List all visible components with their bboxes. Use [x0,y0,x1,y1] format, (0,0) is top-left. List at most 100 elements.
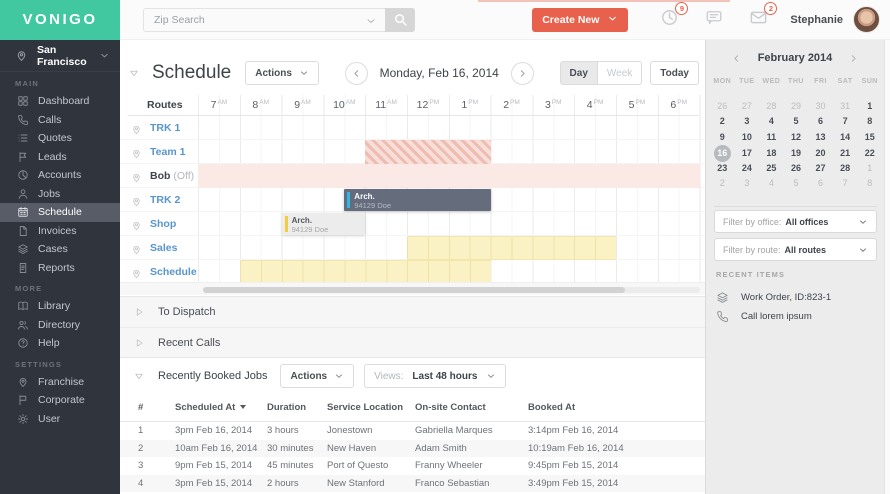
calendar-day[interactable]: 9 [719,131,725,142]
column-header--[interactable]: # [138,402,175,413]
calendar-day[interactable]: 26 [717,100,728,111]
calendar-day-selected[interactable]: 16 [710,144,735,162]
calendar-day[interactable]: 4 [768,116,774,127]
view-week-button[interactable]: Week [597,61,643,85]
vertical-scrollbar-gutter[interactable] [884,40,890,494]
calendar-day[interactable]: 3 [744,116,750,127]
schedule-block[interactable]: Arch. 94129 Doe [344,189,491,211]
sidebar-item-reports[interactable]: Reports [0,259,120,278]
filter-dropdown-office[interactable]: Filter by office: All offices [714,210,877,233]
sidebar-item-directory[interactable]: Directory [0,316,120,335]
gantt-hscrollbar[interactable] [203,287,700,293]
calendar-day[interactable]: 14 [840,131,851,142]
view-day-button[interactable]: Day [559,61,598,85]
create-new-button[interactable]: Create New [532,7,629,32]
calendar-day[interactable]: 1 [867,100,873,111]
calendar-day[interactable]: 23 [717,162,728,173]
inbox-button[interactable]: 2 [749,1,778,32]
calendar-prev-button[interactable] [731,53,742,64]
sidebar-item-user[interactable]: User [0,410,120,429]
calendar-day[interactable]: 18 [766,148,777,158]
route-link[interactable]: Team 1 [150,146,186,158]
table-row[interactable]: 1 3pm Feb 16, 2014 3 hours Jonestown Gabriel… [120,422,705,440]
calendar-day[interactable]: 8 [867,116,873,127]
column-header-booked-at[interactable]: Booked At [528,402,705,413]
table-row[interactable]: 4 3pm Feb 15, 2014 2 hours New Stanford Fran… [120,474,705,492]
calendar-day[interactable]: 20 [815,148,826,158]
user-name[interactable]: Stephanie [790,13,843,26]
calendar-day[interactable]: 24 [741,162,752,173]
route-link[interactable]: Sales [150,242,178,254]
search-button[interactable] [385,7,415,32]
sidebar-item-quotes[interactable]: Quotes [0,129,120,148]
table-row[interactable]: 3 9pm Feb 15, 2014 45 minutes Port of Quest… [120,457,705,475]
calendar-day[interactable]: 2 [719,116,725,127]
route-link[interactable]: Bob (Off) [150,170,195,182]
sidebar-item-schedule[interactable]: Schedule [0,203,120,222]
calendar-day[interactable]: 1 [867,162,873,173]
calendar-day[interactable]: 28 [766,100,777,111]
calendar-day[interactable]: 27 [815,162,826,173]
calendar-day[interactable]: 29 [790,100,801,111]
sidebar-item-jobs[interactable]: Jobs [0,185,120,204]
calendar-next-button[interactable] [848,53,859,64]
calendar-day[interactable]: 2 [719,178,725,189]
calendar-day[interactable]: 27 [741,100,752,111]
calendar-day[interactable]: 4 [768,178,774,189]
location-switcher[interactable]: San Francisco [0,40,120,72]
panel-to-dispatch[interactable]: To Dispatch [120,297,705,327]
previous-day-button[interactable] [344,61,368,85]
views-dropdown[interactable]: Views: Last 48 hours [364,364,507,388]
sidebar-item-corporate[interactable]: Corporate [0,391,120,410]
schedule-block[interactable]: Arch. 94129 Doe [281,213,366,235]
calendar-day[interactable]: 6 [818,116,824,127]
column-header-service-location[interactable]: Service Location [327,402,415,413]
route-link[interactable]: Shop [150,218,177,230]
schedule-actions-button[interactable]: Actions [245,61,319,85]
calendar-day[interactable]: 28 [840,162,851,173]
route-link[interactable]: Schedule [150,266,197,278]
sidebar-item-dashboard[interactable]: Dashboard [0,92,120,111]
calendar-day[interactable]: 6 [818,178,824,189]
calendar-day[interactable]: 12 [790,131,801,142]
calendar-day[interactable]: 7 [842,116,848,127]
calendar-day[interactable]: 19 [790,148,801,158]
messages-button[interactable] [705,8,723,31]
recent-item[interactable]: Call lorem ipsum [716,307,881,326]
today-button[interactable]: Today [650,61,699,85]
calendar-day[interactable]: 11 [766,131,777,142]
filter-dropdown-route[interactable]: Filter by route: All routes [714,238,877,261]
calendar-day[interactable]: 31 [840,100,851,111]
sidebar-item-accounts[interactable]: Accounts [0,166,120,185]
calendar-day[interactable]: 30 [815,100,826,111]
calendar-day[interactable]: 17 [741,148,752,158]
calendar-day[interactable]: 7 [842,178,848,189]
next-day-button[interactable] [510,61,534,85]
unavailable-region[interactable] [365,140,491,164]
table-row[interactable]: 2 10am Feb 16, 2014 30 minutes New Haven Ada… [120,439,705,457]
off-duty-region[interactable] [198,164,700,188]
calendar-day[interactable]: 26 [790,162,801,173]
availability-region[interactable] [407,236,616,260]
calendar-day[interactable]: 5 [793,116,799,127]
calendar-day[interactable]: 21 [840,148,851,158]
notifications-button[interactable]: 9 [660,1,689,32]
column-header-duration[interactable]: Duration [267,402,327,413]
calendar-day[interactable]: 13 [815,131,826,142]
zip-search-input[interactable] [143,7,385,32]
sidebar-item-franchise[interactable]: Franchise [0,373,120,392]
calendar-day[interactable]: 10 [741,131,752,142]
gantt-hscrollbar-thumb[interactable] [203,287,625,293]
collapse-triangle-icon[interactable] [133,370,145,382]
calendar-day[interactable]: 22 [864,148,875,158]
availability-region[interactable] [239,260,491,284]
route-link[interactable]: TRK 1 [150,122,181,134]
route-link[interactable]: TRK 2 [150,194,181,206]
recent-item[interactable]: Work Order, ID:823-1 [716,288,881,307]
calendar-day[interactable]: 25 [766,162,777,173]
calendar-day[interactable]: 15 [864,131,875,142]
panel-recent-calls[interactable]: Recent Calls [120,327,705,357]
avatar[interactable] [853,6,880,33]
calendar-day[interactable]: 3 [744,178,750,189]
sidebar-item-help[interactable]: Help [0,334,120,353]
